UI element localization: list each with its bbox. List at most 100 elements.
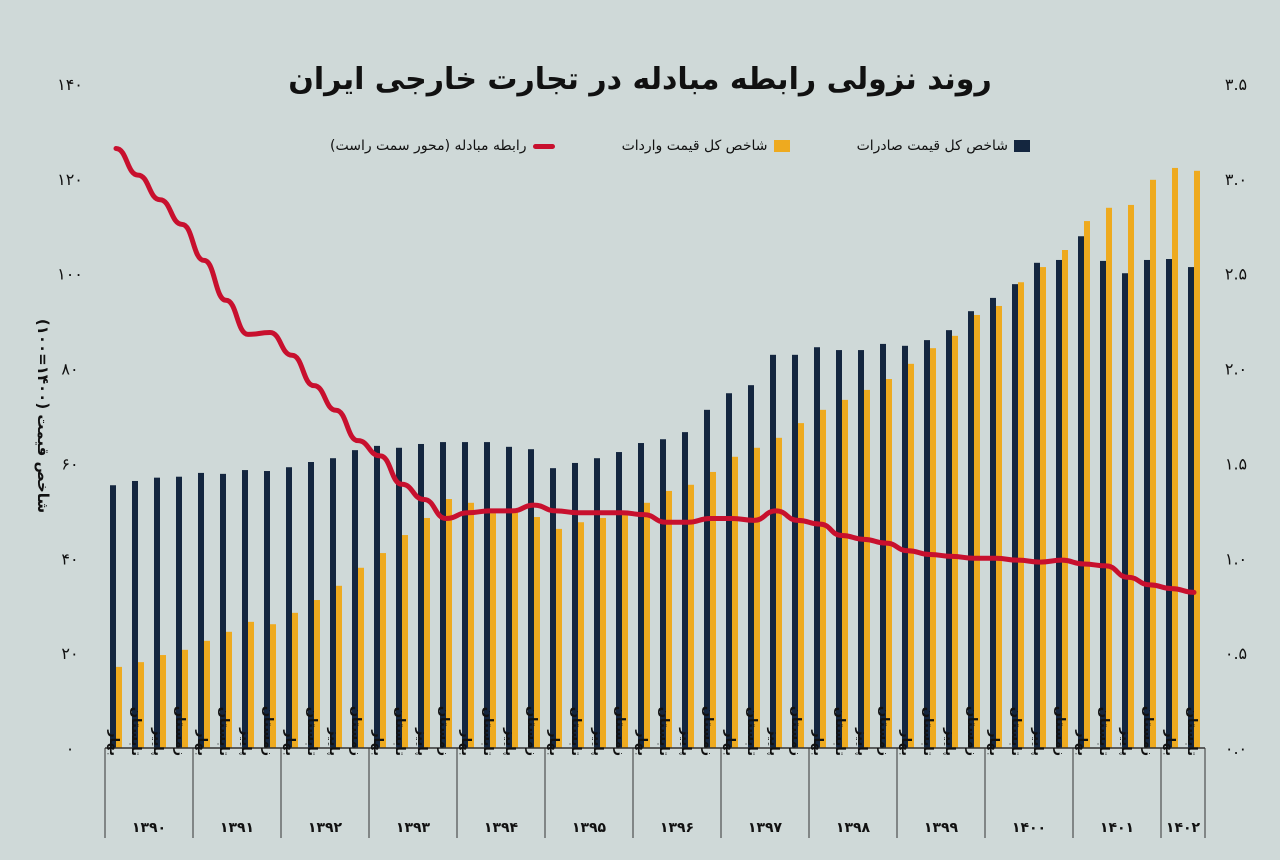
bar-imports [908,363,914,748]
x-tick-year: ۱۴۰۰ [1012,820,1046,836]
x-tick-season: پاییز [414,727,429,756]
bar-imports [336,585,342,748]
x-tick-season: بهار [546,729,561,756]
bar-exports [836,350,842,748]
x-tick-season: زمستان [436,706,451,756]
bar-imports [182,649,188,748]
bar-exports [770,354,776,748]
bar-imports [1018,282,1024,748]
x-tick-season: بهار [986,729,1001,756]
bar-imports [776,437,782,748]
bar-imports [1128,204,1134,748]
x-tick-season: تابستان [392,707,407,756]
bar-exports [550,468,556,748]
y-tick-right: ۰.۵ [1225,644,1247,663]
x-tick-season: پاییز [150,727,165,756]
bar-exports [902,345,908,748]
bar-exports [330,458,336,748]
bar-imports [1150,179,1156,748]
x-tick-season: تابستان [920,707,935,756]
x-tick-year: ۱۳۹۶ [660,820,694,836]
legend-line-swatch [532,143,555,149]
x-tick-season: پاییز [678,727,693,756]
bar-imports [1062,250,1068,748]
legend-item-terms: رابطه مبادله (محور سمت راست) [330,138,555,154]
bar-imports [402,535,408,748]
bar-exports [1144,259,1150,748]
x-tick-season: بهار [810,729,825,756]
bar-exports [1078,236,1084,748]
bar-exports [1188,267,1194,748]
bar-exports [660,439,666,748]
x-tick-year: ۱۳۹۵ [572,820,607,836]
bar-exports [682,432,688,748]
legend-swatch [1014,140,1030,152]
y-tick-left: ۱۰۰ [57,265,83,284]
bar-imports [886,379,892,748]
bar-imports [864,389,870,748]
bar-imports [842,399,848,748]
bar-imports [688,484,694,748]
bar-exports [638,443,644,748]
bar-exports [264,471,270,748]
legend-label: شاخص کل قیمت صادرات [856,138,1008,154]
x-tick-year: ۱۳۹۰ [132,820,166,836]
bar-exports [374,445,380,748]
bar-exports [528,449,534,748]
x-tick-season: بهار [458,729,473,756]
legend: رابطه مبادله (محور سمت راست) شاخص کل قیم… [330,138,1030,154]
bar-exports [132,480,138,748]
bar-exports [704,409,710,748]
legend-item-imports: شاخص کل قیمت واردات [622,138,790,154]
x-tick-season: بهار [194,729,209,756]
bar-imports [116,666,122,748]
bar-exports [506,446,512,748]
x-tick-season: تابستان [128,707,143,756]
y-tick-left: ۸۰ [61,360,78,379]
x-tick-season: زمستان [1052,706,1067,756]
bar-exports [572,462,578,748]
x-tick-season: تابستان [304,707,319,756]
x-tick-season: بهار [898,729,913,756]
bar-exports [1166,259,1172,748]
bar-imports [1040,267,1046,748]
x-tick-year: ۱۳۹۲ [308,820,343,836]
x-tick-year: ۱۳۹۸ [836,820,871,836]
y-tick-left: ۶۰ [61,454,78,473]
bar-imports [974,314,980,748]
x-tick-season: بهار [634,729,649,756]
bar-exports [418,443,424,748]
bar-imports [512,509,518,748]
bar-imports [952,335,958,748]
y-tick-left: ۴۰ [61,549,78,568]
bar-exports [110,485,116,748]
chart-title: روند نزولی رابطه مبادله در تجارت خارجی ا… [288,62,992,97]
bar-exports [858,350,864,748]
bar-exports [990,297,996,748]
bar-exports [748,385,754,748]
y-tick-right: ۱.۵ [1225,454,1247,473]
y-tick-left: ۲۰ [61,644,78,663]
bar-exports [484,442,490,748]
bar-imports [556,528,562,748]
x-tick-season: پاییز [238,727,253,756]
x-tick-season: زمستان [612,706,627,756]
bar-imports [534,517,540,748]
x-tick-year: ۱۳۹۷ [748,820,783,836]
x-tick-season: تابستان [480,707,495,756]
y-axis-label: شاخص قیمت (۱۴۰۰=۱۰۰) [34,319,52,513]
bar-exports [198,472,204,748]
x-tick-season: پاییز [1118,727,1133,756]
x-tick-year: ۱۴۰۱ [1100,820,1134,836]
bar-imports [710,471,716,748]
bar-imports [314,600,320,748]
bar-imports [1172,167,1178,748]
bar-exports [286,467,292,748]
x-tick-season: زمستان [524,706,539,756]
legend-item-exports: شاخص کل قیمت صادرات [857,138,1030,154]
y-tick-right: ۲.۰ [1225,360,1247,379]
x-tick-season: زمستان [964,706,979,756]
bar-imports [248,621,254,748]
legend-label: شاخص کل قیمت واردات [621,138,768,154]
